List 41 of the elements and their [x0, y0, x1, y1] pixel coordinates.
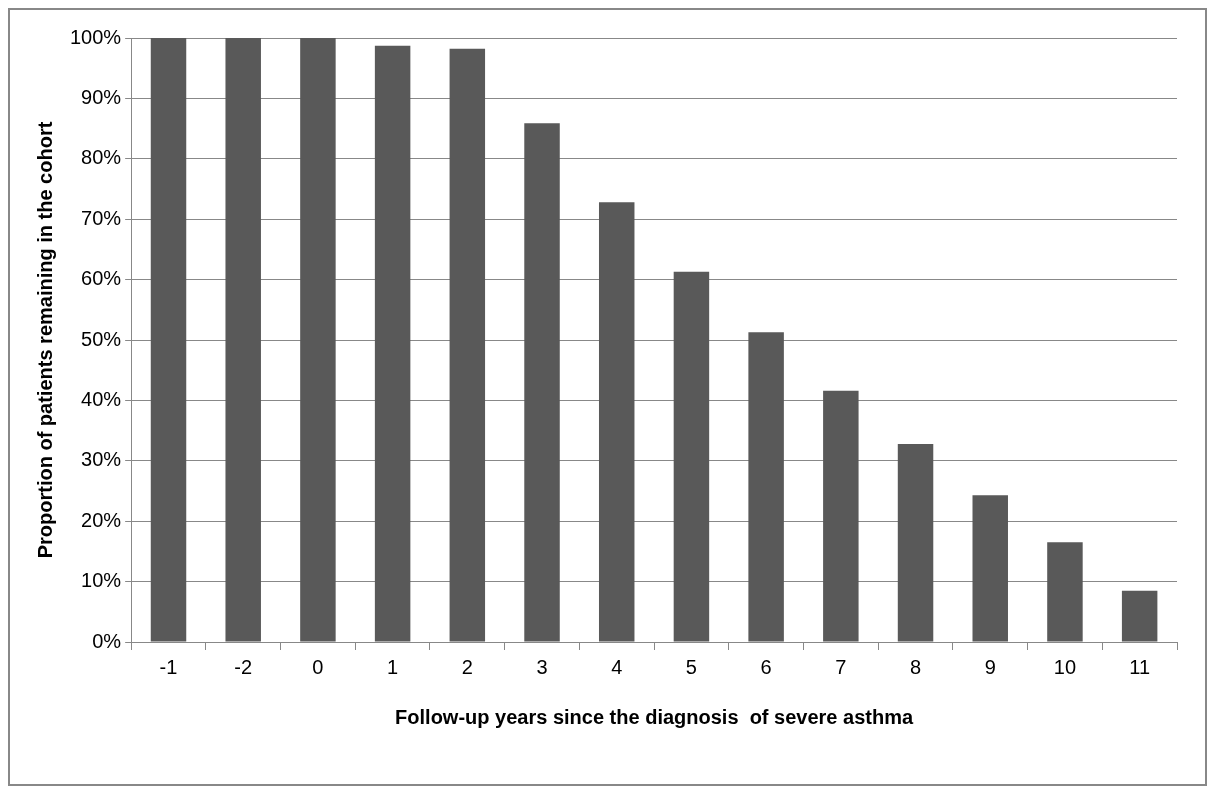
- bar: [225, 38, 261, 642]
- x-tick-label: 1: [387, 655, 399, 678]
- y-tick-label: 0%: [92, 629, 122, 652]
- x-axis-title: Follow-up years since the diagnosis of severe asthma: [395, 705, 914, 728]
- bar: [748, 332, 784, 642]
- x-tick-label: 3: [536, 655, 548, 678]
- y-axis-title: Proportion of patients remaining in the cohort: [33, 121, 56, 559]
- bar: [374, 45, 411, 642]
- bar: [673, 271, 710, 642]
- x-tick-label: 2: [461, 655, 473, 678]
- x-tick-label: 11: [1129, 655, 1151, 678]
- x-tick-label: 4: [611, 655, 623, 678]
- x-tick-label: 10: [1053, 655, 1077, 678]
- x-tick-label: 0: [312, 655, 324, 678]
- bar: [449, 48, 486, 642]
- y-tick-label: 60%: [81, 267, 122, 290]
- y-tick-label: 30%: [81, 448, 122, 471]
- bar: [823, 390, 859, 642]
- y-tick-label: 10%: [81, 569, 122, 592]
- x-tick-label: -1: [159, 655, 178, 678]
- y-tick-label: 40%: [81, 387, 122, 410]
- bar: [972, 495, 1008, 642]
- x-tick-label: 6: [760, 655, 772, 678]
- bar: [1047, 542, 1083, 642]
- x-tick-label: -2: [234, 655, 253, 678]
- y-tick-label: 20%: [81, 508, 122, 531]
- bar: [524, 123, 560, 642]
- bar: [150, 38, 187, 642]
- y-tick-label: 70%: [81, 206, 122, 229]
- bar: [300, 38, 336, 642]
- y-tick-label: 100%: [70, 25, 122, 48]
- y-tick-label: 50%: [81, 327, 122, 350]
- bar: [897, 443, 934, 642]
- y-tick-label: 80%: [81, 146, 122, 169]
- y-tick-label: 90%: [81, 85, 122, 108]
- x-tick-label: 7: [835, 655, 847, 678]
- bar: [598, 202, 635, 642]
- x-tick-label: 5: [685, 655, 697, 678]
- x-tick-label: 9: [984, 655, 996, 678]
- bar: [1121, 590, 1158, 642]
- x-tick-label: 8: [909, 655, 922, 678]
